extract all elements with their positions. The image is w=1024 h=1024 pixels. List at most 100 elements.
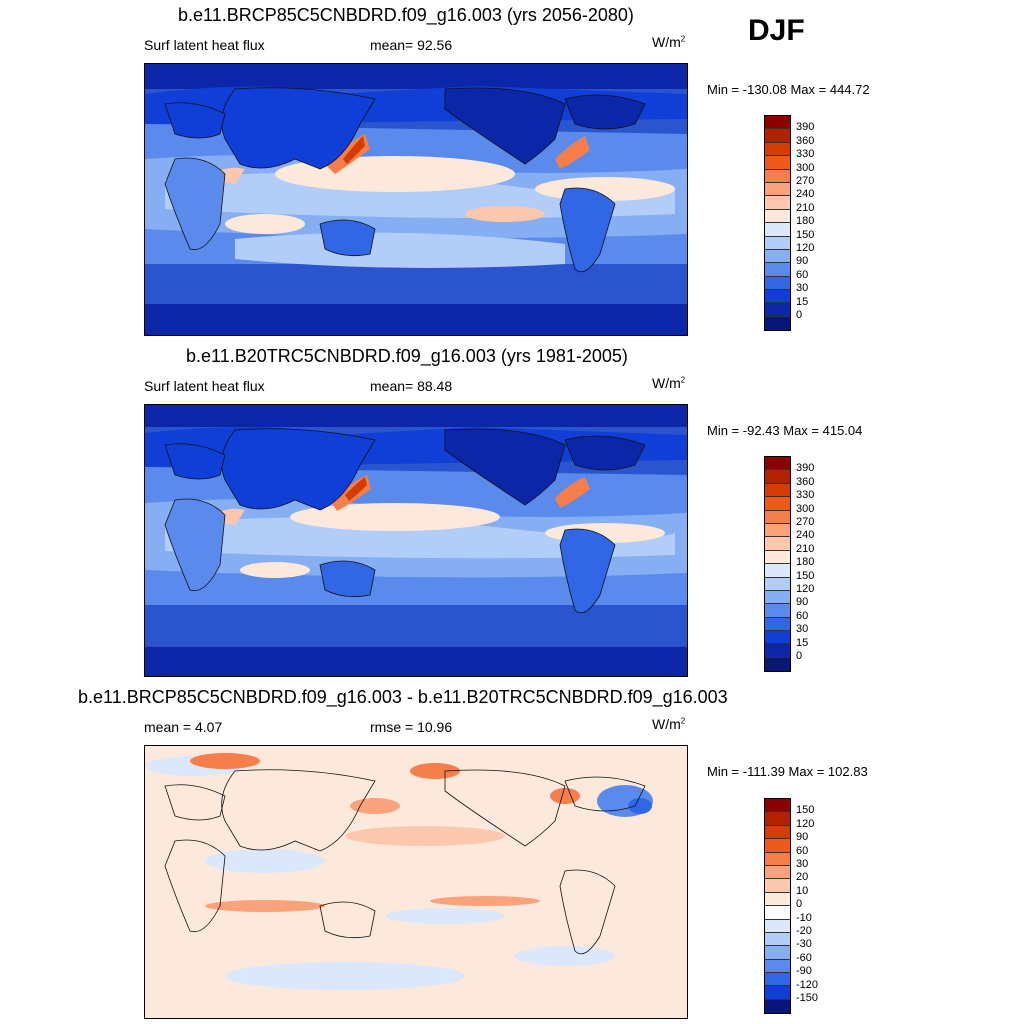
colorbar-difference <box>764 798 791 1015</box>
colorbar-swatch <box>765 470 790 484</box>
colorbar-tick-label: 0 <box>796 898 803 911</box>
colorbar-tick-label: -120 <box>796 978 819 991</box>
colorbar-tick-label: -20 <box>796 925 812 937</box>
colorbar-swatch <box>765 852 790 866</box>
map-historical-field <box>145 405 687 676</box>
colorbar-swatch <box>765 290 790 304</box>
colorbar-swatch <box>765 523 790 538</box>
colorbar-tick-label: 390 <box>796 462 815 475</box>
colorbar-tick-label: 30 <box>796 623 809 636</box>
colorbar-swatch <box>765 604 790 618</box>
colorbar-tick-label: 330 <box>796 489 815 502</box>
units-label: W/m2 <box>652 375 686 391</box>
colorbar-swatch <box>765 865 790 880</box>
colorbar-swatch <box>765 825 790 840</box>
colorbar-swatch <box>765 959 790 974</box>
colorbar-swatch <box>765 129 790 143</box>
colorbar-tick-label: 120 <box>796 817 815 830</box>
colorbar-tick-label: 30 <box>796 282 809 295</box>
colorbar-swatch <box>765 236 790 250</box>
colorbar-tick-label: -30 <box>796 938 812 951</box>
colorbar-swatch <box>765 812 790 826</box>
colorbar-tick-label: 150 <box>796 569 815 582</box>
colorbar-tick-label: 330 <box>796 148 815 161</box>
panel-title: b.e11.BRCP85C5CNBDRD.f09_g16.003 - b.e11… <box>78 687 728 707</box>
colorbar-swatch <box>765 644 790 658</box>
colorbar-swatch <box>765 799 790 813</box>
colorbar-swatch <box>765 510 790 524</box>
colorbar-swatch <box>765 590 790 605</box>
colorbar-tick-label: 360 <box>796 134 815 147</box>
colorbar-tick-label: -90 <box>796 965 812 978</box>
colorbar-swatch <box>765 986 790 1000</box>
rmse-label: rmse = 10.96 <box>370 719 453 735</box>
colorbar-tick-label: 150 <box>796 804 815 817</box>
panel-title: b.e11.B20TRC5CNBDRD.f09_g16.003 (yrs 198… <box>186 346 628 366</box>
colorbar-swatch <box>765 276 790 291</box>
colorbar-swatch <box>765 209 790 224</box>
colorbar-swatch <box>765 457 790 471</box>
units-label: W/m2 <box>652 716 686 732</box>
colorbar-swatch <box>765 946 790 960</box>
map-difference <box>144 745 688 1019</box>
colorbar-tick-label: 0 <box>796 650 803 662</box>
panel-title: b.e11.BRCP85C5CNBDRD.f09_g16.003 (yrs 20… <box>178 5 634 25</box>
colorbar-swatch <box>765 169 790 183</box>
colorbar-swatch <box>765 196 790 210</box>
colorbar-tick-label: 360 <box>796 475 815 488</box>
colorbar-tick-label: 0 <box>796 309 803 321</box>
map-historical <box>144 404 688 677</box>
colorbar-tick-label: 210 <box>796 542 815 555</box>
colorbar-tick-label: -60 <box>796 951 812 964</box>
minmax-label: Min = -130.08 Max = 444.72 <box>707 82 870 97</box>
colorbar-swatch <box>765 839 790 853</box>
map-future <box>144 63 688 336</box>
colorbar-swatch <box>765 879 790 893</box>
colorbar-tick-label: 60 <box>796 844 809 857</box>
colorbar-tick-label: 150 <box>796 228 815 241</box>
colorbar-tick-label: 10 <box>796 884 809 897</box>
map-difference-field <box>145 746 687 1018</box>
colorbar-swatch <box>765 550 790 565</box>
colorbar-tick-label: 120 <box>796 583 815 595</box>
variable-label: Surf latent heat flux <box>144 378 265 394</box>
map-future-field <box>145 64 687 335</box>
colorbar-swatch <box>765 577 790 591</box>
season-label: DJF <box>748 14 805 47</box>
colorbar-tick-label: 300 <box>796 161 815 174</box>
colorbar-tick-label: 60 <box>796 268 809 281</box>
colorbar-swatch <box>765 249 790 264</box>
colorbar-tick-label: 90 <box>796 596 809 609</box>
colorbar-tick-label: 270 <box>796 175 815 187</box>
colorbar-tick-label: 120 <box>796 242 815 254</box>
colorbar-historical <box>764 456 791 673</box>
colorbar-swatch <box>765 932 790 947</box>
colorbar-swatch <box>765 564 790 578</box>
colorbar-swatch <box>765 906 790 920</box>
colorbar-swatch <box>765 537 790 551</box>
colorbar-tick-label: 60 <box>796 609 809 622</box>
colorbar-swatch <box>765 182 790 197</box>
colorbar-swatch <box>765 631 790 645</box>
colorbar-swatch <box>765 303 790 317</box>
colorbar-swatch <box>765 999 790 1014</box>
colorbar-tick-label: 240 <box>796 188 815 201</box>
colorbar-swatch <box>765 617 790 632</box>
colorbar-tick-label: 300 <box>796 502 815 515</box>
colorbar-tick-label: 15 <box>796 295 809 308</box>
minmax-label: Min = -111.39 Max = 102.83 <box>707 764 868 779</box>
colorbar-swatch <box>765 263 790 277</box>
colorbar-tick-label: -10 <box>796 911 812 924</box>
colorbar-tick-label: 30 <box>796 858 809 870</box>
minmax-label: Min = -92.43 Max = 415.04 <box>707 423 863 438</box>
colorbar-swatch <box>765 156 790 170</box>
mean-label: mean = 4.07 <box>144 719 223 735</box>
colorbar-tick-label: 180 <box>796 215 815 228</box>
colorbar-tick-label: 20 <box>796 871 809 884</box>
units-label: W/m2 <box>652 34 686 50</box>
mean-label: mean= 88.48 <box>370 378 453 394</box>
colorbar-swatch <box>765 497 790 511</box>
colorbar-swatch <box>765 973 790 987</box>
colorbar-tick-label: -150 <box>796 992 819 1004</box>
colorbar-tick-label: 390 <box>796 121 815 134</box>
